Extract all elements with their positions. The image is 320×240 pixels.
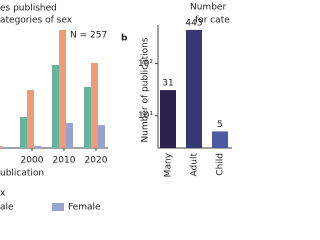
y-tick-label: 10²: [138, 59, 153, 69]
bar: [27, 90, 34, 148]
bar: [91, 63, 98, 148]
legend-swatch: [52, 203, 64, 211]
legend-label: ale: [0, 203, 14, 213]
x-tick-label: Child: [216, 153, 226, 176]
y-axis-label: Number of publications: [141, 37, 151, 142]
legend-label: Female: [68, 203, 101, 213]
chart-title: for cate: [195, 16, 230, 26]
x-tick-label: Many: [164, 152, 174, 177]
bar: [160, 90, 176, 148]
bar: [59, 30, 66, 148]
panel-label: b: [121, 34, 128, 44]
bar: [212, 131, 228, 148]
value-label: 5: [217, 120, 223, 130]
bar: [52, 65, 59, 148]
annotation: N = 257: [70, 31, 107, 41]
x-tick-label: 2010: [53, 156, 76, 166]
bar: [34, 146, 41, 148]
bar: [66, 123, 73, 148]
figure: es published ategories of sex N = 257 2000 2…: [0, 3, 232, 213]
chart-title: Number: [190, 3, 226, 13]
value-label: 31: [162, 79, 173, 89]
x-axis-label: ublication: [0, 169, 44, 179]
x-tick-label: 2000: [21, 156, 44, 166]
bar: [98, 125, 105, 148]
x-tick-label: Adult: [190, 153, 200, 177]
bar: [2, 147, 9, 148]
y-tick-label: 10¹: [138, 111, 153, 121]
bar: [0, 146, 2, 148]
legend-title: x: [0, 189, 6, 199]
x-tick-label: 2020: [85, 156, 108, 166]
value-label: 443: [185, 18, 202, 28]
bar: [84, 87, 91, 148]
bar: [186, 29, 202, 149]
bar: [20, 117, 27, 148]
chart-title: es published: [0, 4, 57, 14]
chart-title: ategories of sex: [0, 16, 73, 26]
